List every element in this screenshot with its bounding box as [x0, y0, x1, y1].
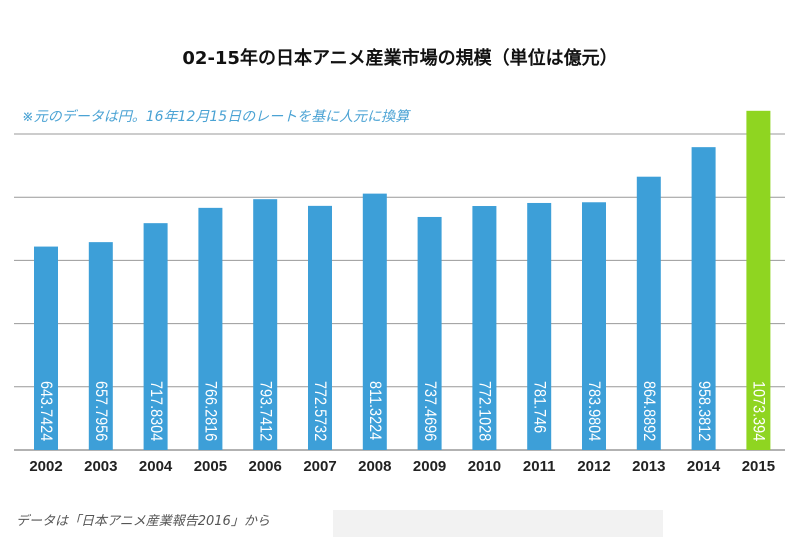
x-tick-label: 2008 — [358, 458, 391, 475]
bar — [198, 207, 223, 450]
chart-title: 02-15年の日本アニメ産業市場の規模（単位は億元） — [182, 48, 618, 69]
x-tick-label: 2009 — [413, 458, 446, 475]
data-label: 958.3812 — [694, 381, 712, 441]
bar — [527, 202, 552, 450]
bar — [253, 199, 278, 450]
bar — [88, 242, 113, 450]
x-tick-label: 2015 — [742, 458, 775, 475]
data-label: 766.2816 — [201, 381, 219, 441]
bar — [417, 216, 442, 450]
bar — [34, 246, 58, 450]
data-label: 737.4696 — [420, 381, 438, 441]
x-tick-label: 2012 — [577, 458, 610, 475]
x-tick-label: 2013 — [632, 458, 665, 475]
data-label: 657.7956 — [92, 381, 110, 441]
data-label: 772.1028 — [475, 381, 493, 441]
x-tick-label: 2003 — [84, 458, 117, 475]
data-label: 811.3224 — [366, 381, 384, 440]
bar — [308, 205, 332, 450]
bar — [472, 206, 497, 450]
data-label: 783.9804 — [585, 381, 603, 441]
data-label: 864.8892 — [640, 381, 658, 441]
x-tick-label: 2007 — [303, 458, 336, 475]
data-label: 643.7424 — [37, 381, 55, 441]
chart-footer: データは「日本アニメ産業報告2016」から — [16, 514, 270, 529]
x-tick-label: 2014 — [687, 458, 721, 475]
data-label: 717.8304 — [146, 381, 164, 441]
data-label: 1073.394 — [749, 381, 767, 441]
bar — [582, 202, 606, 450]
footer-box — [333, 510, 663, 537]
x-tick-label: 2010 — [468, 458, 501, 475]
bar — [636, 176, 661, 450]
bar — [746, 110, 771, 450]
x-tick-label: 2002 — [29, 458, 62, 475]
x-tick-label: 2011 — [523, 458, 556, 475]
bar — [691, 147, 716, 450]
chart-subtitle: ※元のデータは円。16年12月15日のレートを基に人元に換算 — [22, 109, 410, 125]
x-tick-label: 2004 — [139, 458, 173, 475]
bar — [362, 193, 387, 450]
data-label: 781.746 — [530, 381, 548, 433]
data-label: 772.5732 — [311, 381, 329, 441]
x-tick-label: 2005 — [194, 458, 227, 475]
x-tick-label: 2006 — [249, 458, 282, 475]
bar — [143, 223, 168, 450]
data-label: 793.7412 — [256, 381, 274, 441]
